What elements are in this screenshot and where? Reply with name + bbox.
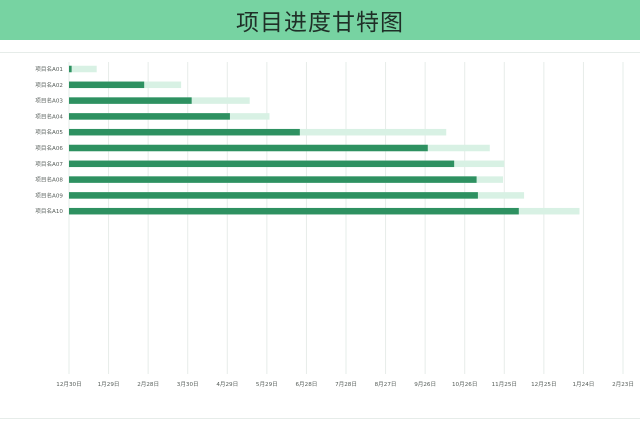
x-tick-label: 11月25日 — [492, 381, 517, 388]
x-tick-label: 4月29日 — [216, 381, 238, 388]
progress-bar — [69, 113, 230, 120]
x-tick-label: 6月28日 — [295, 381, 317, 388]
x-tick-label: 9月26日 — [414, 381, 436, 388]
x-tick-label: 10月26日 — [452, 381, 477, 388]
x-tick-label: 12月25日 — [531, 381, 556, 388]
progress-bar — [69, 144, 428, 152]
bottom-divider — [0, 418, 640, 419]
category-label: 项目名A02 — [35, 81, 63, 89]
x-tick-label: 1月24日 — [572, 381, 594, 388]
progress-bar — [69, 192, 478, 199]
x-tick-label: 12月30日 — [56, 381, 81, 388]
category-label: 项目名A08 — [35, 176, 63, 184]
category-label: 项目名A07 — [35, 160, 63, 168]
progress-bar — [69, 81, 145, 89]
x-tick-label: 3月30日 — [177, 381, 199, 388]
category-label: 项目名A06 — [35, 144, 63, 152]
category-label: 项目名A03 — [35, 97, 63, 105]
x-tick-label: 1月29日 — [98, 381, 120, 388]
category-label: 项目名A05 — [35, 128, 63, 136]
title-bar: 项目进度甘特图 — [0, 0, 640, 40]
top-divider — [0, 52, 640, 53]
x-tick-label: 2月23日 — [612, 381, 634, 388]
progress-bar — [69, 160, 455, 168]
x-tick-label: 2月28日 — [137, 381, 159, 388]
planned-bar — [69, 65, 97, 73]
x-tick-label: 7月28日 — [335, 381, 357, 388]
progress-bar — [69, 97, 192, 104]
progress-bar — [69, 176, 477, 183]
category-label: 项目名A04 — [35, 112, 63, 120]
category-label: 项目名A01 — [35, 65, 63, 73]
x-tick-label: 8月27日 — [375, 381, 397, 388]
progress-bar — [69, 128, 300, 136]
x-tick-label: 5月29日 — [256, 381, 278, 388]
progress-bar — [69, 207, 519, 215]
category-label: 项目名A09 — [35, 191, 63, 199]
progress-bar — [69, 65, 72, 73]
category-label: 项目名A10 — [35, 207, 63, 215]
page-title: 项目进度甘特图 — [236, 10, 404, 36]
